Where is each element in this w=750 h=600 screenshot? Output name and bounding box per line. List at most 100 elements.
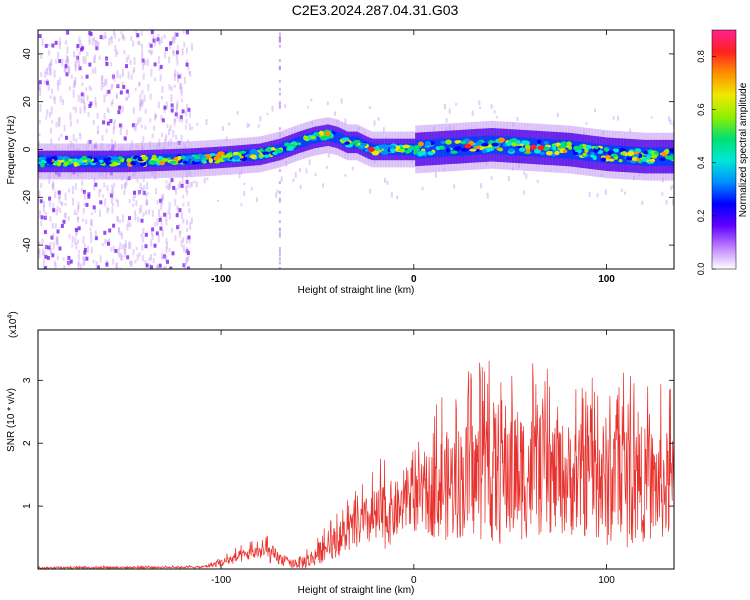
noise-speckle bbox=[129, 260, 132, 265]
noise-speckle bbox=[52, 181, 55, 188]
ridge-core bbox=[618, 145, 621, 165]
noise-speckle bbox=[112, 126, 115, 135]
noise-speckle bbox=[115, 198, 118, 203]
ridge-core bbox=[581, 142, 584, 161]
noise-speckle bbox=[137, 190, 141, 195]
noise-speckle bbox=[93, 56, 96, 63]
noise-speckle bbox=[185, 249, 189, 254]
ridge-core bbox=[404, 143, 407, 156]
noise-speckle bbox=[170, 178, 174, 183]
noise-speckle bbox=[180, 119, 183, 123]
noise-speckle bbox=[65, 72, 69, 77]
noise-speckle bbox=[158, 263, 162, 268]
noise-speckle bbox=[87, 192, 91, 197]
noise-speckle bbox=[94, 96, 97, 105]
ridge-blob bbox=[220, 154, 228, 159]
noise-speckle bbox=[77, 205, 80, 213]
noise-speckle bbox=[78, 51, 81, 56]
noise-speckle bbox=[158, 209, 160, 217]
noise-speckle bbox=[82, 189, 86, 194]
noise-speckle bbox=[157, 56, 160, 64]
noise-speckle bbox=[92, 120, 95, 125]
noise-speckle bbox=[83, 243, 86, 248]
noise-speckle bbox=[153, 62, 157, 67]
noise-speckle bbox=[434, 172, 437, 178]
noise-speckle bbox=[164, 136, 167, 142]
noise-speckle bbox=[159, 198, 163, 203]
noise-speckle bbox=[101, 242, 104, 247]
ridge-core bbox=[571, 140, 574, 160]
noise-speckle bbox=[134, 87, 137, 91]
noise-speckle bbox=[38, 34, 42, 39]
noise-speckle bbox=[75, 138, 78, 143]
noise-speckle bbox=[104, 35, 107, 40]
noise-speckle bbox=[173, 84, 176, 88]
noise-speckle bbox=[78, 250, 81, 254]
noise-speckle bbox=[373, 120, 376, 126]
noise-speckle bbox=[143, 94, 146, 102]
noise-speckle bbox=[322, 183, 324, 188]
noise-speckle bbox=[99, 35, 103, 40]
noise-speckle bbox=[68, 86, 71, 91]
noise-speckle bbox=[129, 59, 132, 65]
noise-speckle bbox=[63, 67, 66, 73]
y-tick-label: 40 bbox=[22, 48, 33, 60]
noise-speckle bbox=[119, 242, 122, 250]
ridge-blob bbox=[64, 155, 69, 161]
ridge-blob bbox=[511, 142, 518, 147]
noise-speckle bbox=[159, 226, 163, 231]
noise-speckle bbox=[107, 241, 110, 246]
noise-speckle bbox=[39, 210, 42, 218]
noise-speckle bbox=[43, 266, 47, 269]
ridge-core bbox=[451, 138, 454, 157]
noise-speckle bbox=[113, 77, 116, 82]
noise-speckle bbox=[129, 222, 132, 228]
noise-speckle bbox=[149, 50, 152, 56]
ridge-blob bbox=[223, 157, 228, 161]
noise-speckle bbox=[106, 107, 109, 112]
noise-speckle bbox=[40, 72, 43, 77]
noise-speckle bbox=[67, 67, 70, 75]
noise-speckle bbox=[161, 95, 163, 100]
noise-speckle bbox=[119, 123, 122, 128]
noise-speckle bbox=[158, 67, 161, 71]
ridge-core bbox=[433, 139, 436, 158]
ridge-blob bbox=[110, 156, 119, 161]
noise-speckle bbox=[672, 199, 674, 205]
noise-speckle bbox=[44, 243, 47, 249]
ridge-blob bbox=[399, 149, 406, 153]
noise-speckle bbox=[91, 68, 94, 74]
noise-speckle bbox=[82, 56, 85, 64]
noise-speckle bbox=[153, 243, 157, 248]
noise-speckle bbox=[275, 192, 277, 198]
ridge-blob bbox=[445, 147, 451, 153]
noise-speckle bbox=[50, 59, 53, 66]
noise-speckle bbox=[83, 92, 86, 98]
noise-speckle bbox=[276, 189, 279, 193]
ridge-blob bbox=[39, 162, 45, 168]
ridge-blob bbox=[264, 147, 273, 152]
noise-speckle bbox=[66, 30, 70, 35]
noise-speckle bbox=[136, 253, 139, 261]
noise-speckle bbox=[641, 200, 644, 205]
noise-speckle bbox=[83, 255, 86, 261]
ridge-blob bbox=[240, 150, 247, 154]
ridge-blob bbox=[413, 147, 421, 152]
ridge-blob bbox=[417, 150, 423, 157]
ridge-core bbox=[663, 147, 666, 166]
noise-speckle bbox=[38, 83, 41, 89]
noise-speckle bbox=[125, 178, 128, 186]
noise-speckle bbox=[106, 260, 109, 265]
noise-speckle bbox=[138, 40, 141, 46]
noise-speckle bbox=[76, 55, 80, 60]
noise-speckle bbox=[105, 57, 108, 66]
noise-speckle bbox=[135, 30, 138, 36]
noise-speckle bbox=[52, 208, 56, 213]
noise-speckle bbox=[133, 57, 136, 65]
ridge-blob bbox=[73, 161, 78, 167]
noise-speckle bbox=[507, 176, 510, 182]
noise-speckle bbox=[556, 112, 559, 118]
noise-speckle bbox=[47, 84, 50, 91]
noise-speckle bbox=[116, 215, 119, 221]
noise-speckle bbox=[88, 40, 91, 46]
